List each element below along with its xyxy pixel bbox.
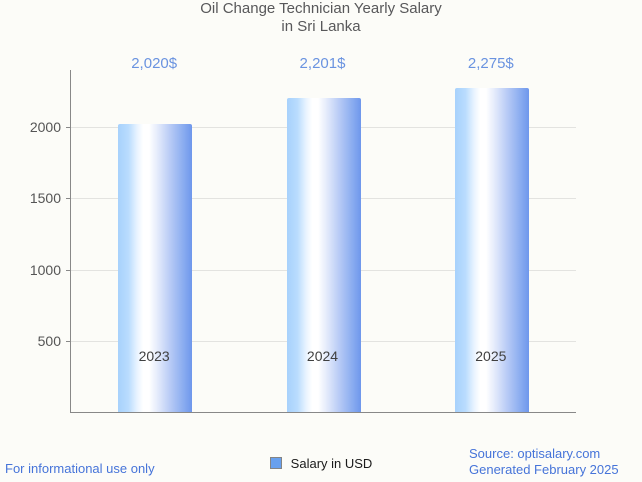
source-block: Source: optisalary.com Generated Februar… [469, 446, 619, 478]
bar-value-label: 2,275$ [467, 55, 514, 72]
bar-value-label: 2,020$ [131, 55, 178, 72]
bar-2024[interactable] [286, 98, 361, 412]
x-tick-label: 2023 [138, 348, 170, 364]
chart-title-line2: in Sri Lanka [281, 18, 361, 35]
source-text: Source: optisalary.com [469, 446, 601, 461]
x-tick-label: 2024 [306, 348, 339, 364]
generated-text: Generated February 2025 [469, 462, 619, 477]
y-tick-mark [66, 340, 71, 342]
chart-title-line1: Oil Change Technician Yearly Salary [200, 0, 442, 17]
chart-title: Oil Change Technician Yearly Salary in S… [0, 0, 642, 36]
legend: Salary in USD [0, 455, 642, 471]
y-tick-label: 500 [37, 332, 61, 349]
legend-label: Salary in USD [290, 455, 373, 471]
y-tick-label: 1000 [29, 261, 61, 278]
bar-value-label: 2,201$ [299, 55, 346, 72]
y-tick-mark [66, 198, 71, 200]
y-tick-label: 1500 [29, 190, 61, 207]
y-tick-mark [66, 269, 71, 271]
x-tick-label: 2025 [475, 348, 507, 364]
disclaimer-text: For informational use only [5, 461, 155, 476]
legend-swatch-icon [269, 457, 282, 469]
y-tick-label: 2000 [29, 119, 61, 135]
bar-2023[interactable] [118, 124, 193, 412]
plot-area [66, 70, 576, 413]
bar-2025[interactable] [454, 87, 529, 412]
y-tick-mark [66, 127, 71, 128]
